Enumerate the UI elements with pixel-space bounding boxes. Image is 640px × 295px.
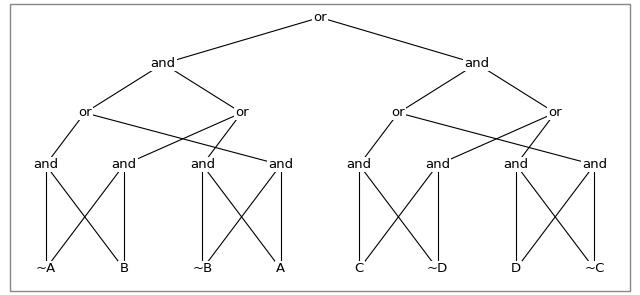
Text: A: A (276, 263, 285, 276)
Text: ~C: ~C (584, 263, 605, 276)
Text: or: or (78, 106, 92, 119)
Text: and: and (464, 57, 490, 70)
Text: or: or (235, 106, 248, 119)
Text: and: and (190, 158, 215, 171)
Text: and: and (347, 158, 372, 171)
Text: and: and (33, 158, 58, 171)
Text: and: and (504, 158, 529, 171)
Text: and: and (111, 158, 136, 171)
Text: or: or (392, 106, 405, 119)
Text: ~B: ~B (192, 263, 212, 276)
Text: ~A: ~A (35, 263, 56, 276)
Text: and: and (582, 158, 607, 171)
Text: or: or (548, 106, 562, 119)
Text: and: and (150, 57, 176, 70)
Text: B: B (120, 263, 129, 276)
Text: ~D: ~D (427, 263, 448, 276)
Text: and: and (425, 158, 450, 171)
Text: and: and (268, 158, 293, 171)
Text: C: C (355, 263, 364, 276)
Text: or: or (313, 11, 327, 24)
Text: D: D (511, 263, 521, 276)
